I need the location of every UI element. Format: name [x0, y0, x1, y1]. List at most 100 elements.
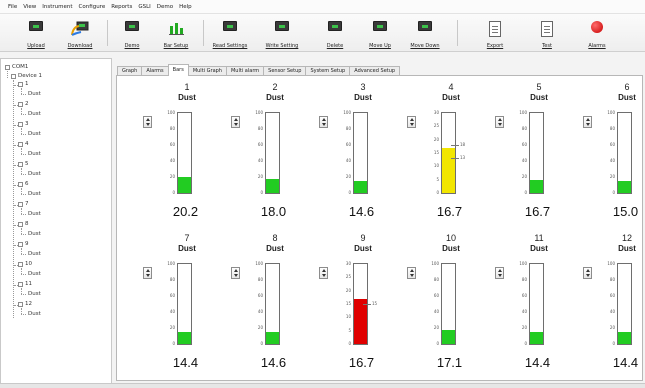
monitor-icon: [29, 21, 43, 31]
scale-tick-label: 100: [255, 110, 263, 115]
scale-tick-label: 20: [609, 325, 615, 330]
menu-file[interactable]: File: [8, 3, 18, 10]
tree-sensor-dust[interactable]: Dust: [28, 191, 41, 197]
upload-button[interactable]: Upload: [13, 18, 59, 50]
tree-expand-toggle[interactable]: [18, 122, 23, 127]
tree-expand-toggle[interactable]: [18, 262, 23, 267]
tree-sensor-dust[interactable]: Dust: [28, 131, 41, 137]
tree-channel-8[interactable]: 8: [25, 221, 29, 227]
move-up-button[interactable]: Move Up: [357, 18, 403, 50]
status-bar: [0, 383, 645, 388]
scale-tick-label: 20: [345, 174, 351, 179]
tree-sensor-dust[interactable]: Dust: [28, 111, 41, 117]
write-setting-button[interactable]: Write Setting: [259, 18, 305, 50]
tree-channel-11[interactable]: 11: [25, 281, 32, 287]
tree-channel-2[interactable]: 2: [25, 101, 29, 107]
scale-tick-label: 20: [345, 287, 351, 293]
channel-scroll-spinner[interactable]: [407, 267, 416, 279]
alarm-icon: [591, 21, 603, 33]
tree-channel-3[interactable]: 3: [25, 121, 29, 127]
tree-sensor-dust[interactable]: Dust: [28, 91, 41, 97]
tree-expand-toggle[interactable]: [18, 162, 23, 167]
gauge-scale: 100 80 60 40 20 0: [509, 111, 527, 195]
tree-channel-4[interactable]: 4: [25, 141, 29, 147]
menu-reports[interactable]: Reports: [111, 3, 133, 10]
menu-demo[interactable]: Demo: [156, 3, 174, 10]
tree-line: [21, 154, 26, 155]
tree-expand-toggle[interactable]: [18, 242, 23, 247]
tree-channel-9[interactable]: 9: [25, 241, 29, 247]
channel-scroll-spinner[interactable]: [583, 116, 592, 128]
tree-sensor-dust[interactable]: Dust: [28, 291, 41, 297]
test-button[interactable]: Test: [524, 18, 570, 50]
channel-scroll-spinner[interactable]: [495, 116, 504, 128]
level-bar-fill: [266, 178, 279, 193]
bar-setup-button[interactable]: Bar Setup: [153, 18, 199, 50]
channel-name: Dust: [354, 93, 372, 102]
channel-scroll-spinner[interactable]: [407, 116, 416, 128]
tree-expand-toggle[interactable]: [18, 182, 23, 187]
tree-expand-toggle[interactable]: [18, 82, 23, 87]
tree-channel-10[interactable]: 10: [25, 261, 32, 267]
scale-tick-label: 20: [609, 174, 615, 179]
channel-scroll-spinner[interactable]: [231, 267, 240, 279]
move-down-button[interactable]: Move Down: [402, 18, 448, 50]
menu-instrument[interactable]: Instrument: [42, 3, 73, 10]
channel-gauge-4: 4 Dust 30 25 20 15 10 5 0 18 13 16.7: [407, 78, 493, 228]
alarms-button[interactable]: Alarms: [574, 18, 620, 50]
scale-tick-label: 80: [169, 126, 175, 131]
channel-gauge-7: 7 Dust 100 80 60 40 20 0 14.4: [143, 229, 229, 379]
tab-bars[interactable]: Bars: [167, 64, 189, 76]
tree-expand-toggle[interactable]: [18, 222, 23, 227]
menu-configure[interactable]: Configure: [78, 3, 106, 10]
tree-node-device[interactable]: Device 1: [18, 73, 43, 79]
tree-line: [21, 194, 26, 195]
device-tree[interactable]: COM1 Device 1 1 Dust 2 Dust 3 Dust 4 Dust 5 Dust 6 Du…: [0, 58, 112, 384]
tree-channel-7[interactable]: 7: [25, 201, 29, 207]
tree-sensor-dust[interactable]: Dust: [28, 151, 41, 157]
read-settings-button[interactable]: Read Settings: [207, 18, 253, 50]
channel-scroll-spinner[interactable]: [143, 116, 152, 128]
scale-tick-label: 80: [169, 277, 175, 282]
tree-node-com[interactable]: COM1: [12, 64, 29, 70]
tree-sensor-dust[interactable]: Dust: [28, 271, 41, 277]
channel-gauge-5: 5 Dust 100 80 60 40 20 0 16.7: [495, 78, 581, 228]
menu-view[interactable]: View: [23, 3, 37, 10]
export-button[interactable]: Export: [472, 18, 518, 50]
scale-tick-label: 40: [169, 158, 175, 163]
menu-gsli[interactable]: GSLI: [138, 3, 151, 10]
tree-sensor-dust[interactable]: Dust: [28, 171, 41, 177]
tree-sensor-dust[interactable]: Dust: [28, 211, 41, 217]
tree-expand-toggle[interactable]: [18, 202, 23, 207]
tree-sensor-dust[interactable]: Dust: [28, 311, 41, 317]
tree-channel-1[interactable]: 1: [25, 81, 29, 87]
tree-channel-5[interactable]: 5: [25, 161, 29, 167]
download-button[interactable]: Download: [57, 18, 103, 50]
tree-line: [21, 94, 26, 95]
tab-advanced-setup[interactable]: Advanced Setup: [349, 66, 401, 76]
scale-tick-label: 20: [257, 174, 263, 179]
tree-sensor-dust[interactable]: Dust: [28, 231, 41, 237]
tree-line: [14, 305, 18, 306]
channel-reading-value: 16.7: [524, 204, 551, 219]
tree-line: [14, 225, 18, 226]
channel-scroll-spinner[interactable]: [583, 267, 592, 279]
tree-sensor-dust[interactable]: Dust: [28, 251, 41, 257]
demo-button[interactable]: Demo: [109, 18, 155, 50]
channel-scroll-spinner[interactable]: [319, 116, 328, 128]
tree-expand-toggle[interactable]: [18, 142, 23, 147]
scale-tick-label: 20: [169, 174, 175, 179]
channel-scroll-spinner[interactable]: [231, 116, 240, 128]
channel-scroll-spinner[interactable]: [319, 267, 328, 279]
delete-button[interactable]: Delete: [312, 18, 358, 50]
tree-expand-toggle[interactable]: [18, 302, 23, 307]
tree-expand-toggle[interactable]: [18, 102, 23, 107]
channel-scroll-spinner[interactable]: [143, 267, 152, 279]
tree-expand-toggle[interactable]: [18, 282, 23, 287]
menu-help[interactable]: Help: [179, 3, 192, 10]
tree-channel-6[interactable]: 6: [25, 181, 29, 187]
tree-collapse-toggle[interactable]: [11, 74, 16, 79]
tree-channel-12[interactable]: 12: [25, 301, 32, 307]
tree-collapse-toggle[interactable]: [5, 65, 10, 70]
channel-scroll-spinner[interactable]: [495, 267, 504, 279]
